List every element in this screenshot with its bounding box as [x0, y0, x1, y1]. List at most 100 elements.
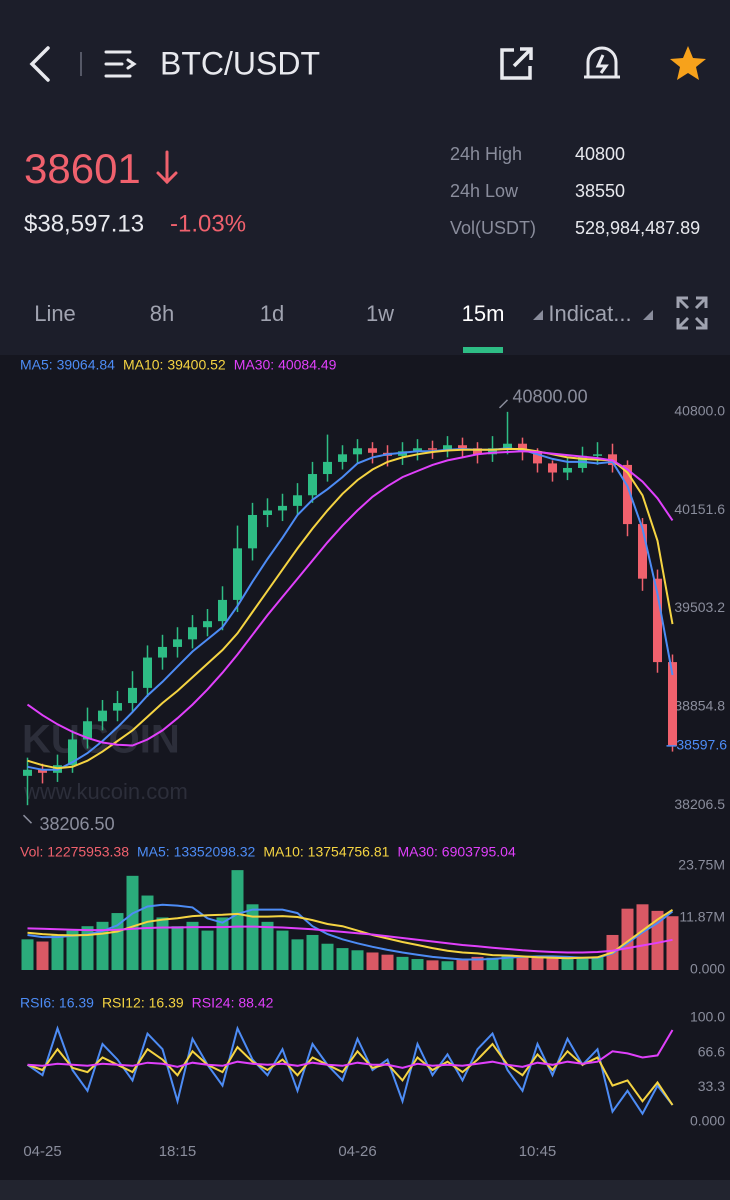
candle-body [143, 657, 152, 688]
candle-body [323, 461, 332, 475]
tab[interactable]: 8h [150, 301, 174, 326]
series-line [27, 908, 674, 960]
tab[interactable]: Indicat... [548, 301, 631, 326]
volume-bar [516, 956, 529, 970]
volume-bar [306, 934, 319, 970]
candle-body [233, 548, 242, 600]
volume-bar [51, 934, 64, 970]
tabs: Line 8h 1d 1w 15m Indicat... [34, 301, 632, 353]
series-line [27, 447, 674, 771]
last-price: 38601 [24, 145, 141, 192]
legend-entry: RSI24: 88.42 [192, 995, 274, 1011]
volume-bar [426, 960, 439, 970]
legend-entry: RSI12: 16.39 [102, 995, 184, 1011]
stat-value: 38550 [575, 181, 625, 201]
legend-entry: MA30: 40084.49 [234, 357, 337, 373]
series-line [26, 1025, 674, 1116]
candle-body [248, 514, 257, 549]
candle-body [23, 769, 32, 776]
series-line [26, 450, 674, 747]
tab[interactable]: 15m [462, 301, 505, 326]
y-tick-label: 33.3 [698, 1078, 725, 1094]
volume-bar [666, 916, 679, 970]
fullscreen-button[interactable] [676, 296, 708, 330]
candle-body [38, 769, 47, 773]
series-line [27, 1042, 674, 1106]
volume-bar [231, 870, 244, 970]
tab-indicator [463, 347, 503, 353]
low-label: 38206.50 [40, 814, 115, 834]
legend-entry: MA5: 13352098.32 [137, 844, 256, 860]
volume-bar [336, 948, 349, 970]
series-line [27, 1029, 674, 1069]
stat-label: 24h Low [450, 181, 519, 201]
last-price-label: 38597.6 [676, 737, 727, 753]
candle-body [158, 646, 167, 658]
candle-body [638, 524, 647, 579]
candle-body [68, 739, 77, 766]
series-line [27, 903, 674, 961]
alert-button[interactable] [584, 46, 620, 79]
candle-body [173, 639, 182, 647]
candle-body [488, 448, 497, 455]
candle-body [503, 443, 512, 449]
candle-body [98, 710, 107, 722]
volume-bar [186, 921, 199, 970]
volume-bar [531, 955, 544, 970]
down-arrow [156, 150, 178, 185]
volume-bar [366, 952, 379, 970]
watermark: KUCOIN [22, 718, 180, 762]
candle-body [443, 445, 452, 450]
high-marker [498, 399, 509, 409]
share-button[interactable] [500, 47, 533, 80]
y-tick-label: 23.75M [678, 857, 725, 873]
back-button[interactable] [29, 46, 50, 82]
x-tick-label: 04-25 [23, 1143, 61, 1160]
tab-triangle [533, 310, 543, 320]
menu-button[interactable] [104, 50, 137, 78]
stat-value: 40800 [575, 144, 625, 164]
legend-entry: MA10: 13754756.81 [263, 844, 389, 860]
volume-bar [126, 875, 139, 970]
volume-bar [66, 930, 79, 970]
volume-bar [561, 959, 574, 970]
stat-label: Vol(USDT) [450, 218, 536, 238]
volume-bar [351, 950, 364, 970]
volume-bar [81, 926, 94, 970]
volume-bar [546, 957, 559, 970]
y-tick-label: 11.87M [679, 909, 725, 925]
candle-body [533, 451, 542, 464]
candle-body [623, 464, 632, 525]
candle-body [548, 463, 557, 473]
stat-label: 24h High [450, 144, 522, 164]
y-tick-label: 38206.5 [674, 796, 725, 812]
volume-bar [156, 917, 169, 970]
candle-body [518, 443, 527, 452]
series-line [27, 448, 674, 770]
candle-body [593, 454, 602, 456]
legend-entry: MA30: 6903795.04 [397, 844, 516, 860]
volume-bar [36, 941, 49, 970]
volume-bar [636, 904, 649, 970]
volume-bar [261, 921, 274, 970]
legend-entry: MA5: 39064.84 [20, 357, 115, 373]
favorite-star[interactable] [670, 46, 706, 80]
volume-bar [276, 930, 289, 970]
usd-price: $38,597.13 [24, 210, 144, 237]
tab[interactable]: 1w [366, 301, 394, 326]
y-tick-label: 38854.8 [674, 698, 725, 714]
legend-entry: RSI6: 16.39 [20, 995, 94, 1011]
candle-body [293, 495, 302, 506]
tab[interactable]: Line [34, 301, 76, 326]
candle-body [368, 448, 377, 453]
candle-body [428, 448, 437, 450]
legend-entry: MA10: 39400.52 [123, 357, 226, 373]
tab[interactable]: 1d [260, 301, 284, 326]
volume-bar [291, 939, 304, 970]
volume-bar [201, 930, 214, 970]
x-tick-label: 04-26 [338, 1143, 376, 1160]
candle-body [278, 505, 287, 511]
tab-triangle [643, 310, 653, 320]
candle-body [563, 467, 572, 473]
candle-body [353, 448, 362, 455]
